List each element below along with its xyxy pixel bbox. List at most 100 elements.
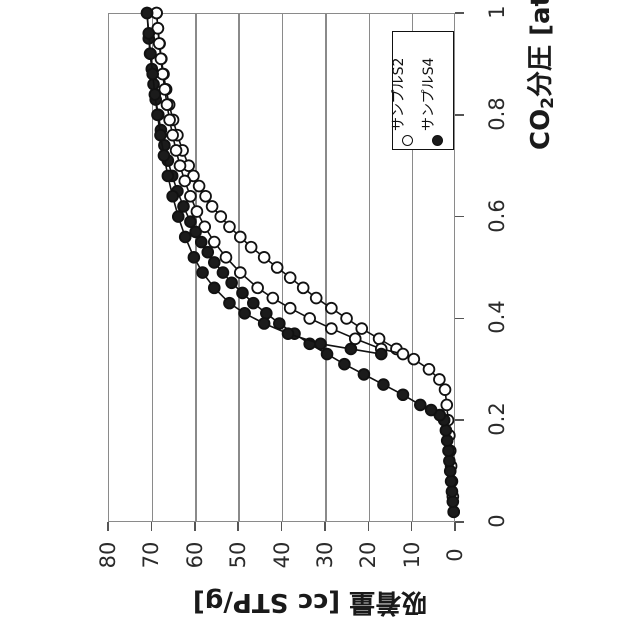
data-point <box>440 384 451 395</box>
data-point <box>162 170 173 181</box>
data-point <box>252 282 263 293</box>
data-point <box>311 293 322 304</box>
data-point <box>239 308 250 319</box>
data-point <box>196 237 207 248</box>
data-point <box>259 318 270 329</box>
data-point <box>298 282 309 293</box>
data-point <box>178 201 189 212</box>
data-point <box>162 99 173 110</box>
data-point <box>237 288 248 299</box>
data-point <box>285 272 296 283</box>
data-point <box>447 496 458 507</box>
data-point <box>149 89 160 100</box>
data-point <box>283 328 294 339</box>
data-point <box>215 211 226 222</box>
data-point <box>304 313 315 324</box>
data-point <box>167 130 178 141</box>
data-point <box>359 369 370 380</box>
data-point <box>350 333 361 344</box>
data-point <box>315 338 326 349</box>
data-point <box>218 267 229 278</box>
data-point <box>209 282 220 293</box>
data-point <box>326 303 337 314</box>
legend-marker-open-circle <box>402 135 413 146</box>
data-point <box>424 364 435 375</box>
data-point <box>248 298 259 309</box>
data-point <box>267 293 278 304</box>
data-point <box>326 323 337 334</box>
data-point <box>224 298 235 309</box>
data-point <box>378 379 389 390</box>
data-point <box>159 150 170 161</box>
data-point <box>444 456 455 467</box>
data-point <box>322 349 333 360</box>
data-point <box>272 262 283 273</box>
data-point <box>155 130 166 141</box>
data-point <box>164 114 175 125</box>
legend-label-s4: サンプルS4 <box>418 58 438 131</box>
data-point <box>398 389 409 400</box>
data-point <box>441 400 452 411</box>
y-axis-title: 吸着量 [cc STP/g] <box>125 586 495 623</box>
chart-canvas: 01020304050607080 00.20.40.60.81 CO2分圧 [… <box>0 0 640 640</box>
data-point <box>426 405 437 416</box>
data-point <box>190 226 201 237</box>
data-point <box>197 267 208 278</box>
data-point <box>175 160 186 171</box>
data-point <box>179 176 190 187</box>
data-point <box>235 267 246 278</box>
data-point <box>202 247 213 258</box>
data-point <box>207 201 218 212</box>
data-point <box>285 303 296 314</box>
data-point <box>209 257 220 268</box>
data-point <box>188 252 199 263</box>
data-point <box>443 445 454 456</box>
x-axis-title: CO2分圧 [atm] <box>520 0 557 150</box>
data-point <box>356 323 367 334</box>
data-point <box>274 318 285 329</box>
data-point <box>156 53 167 64</box>
data-point <box>185 216 196 227</box>
data-point <box>171 145 182 156</box>
data-point <box>185 191 196 202</box>
data-point <box>261 308 272 319</box>
data-point <box>374 333 385 344</box>
data-point <box>224 221 235 232</box>
data-point <box>446 476 457 487</box>
legend-marker-filled-circle <box>432 135 443 146</box>
data-point <box>376 349 387 360</box>
data-point <box>447 486 458 497</box>
data-point <box>341 313 352 324</box>
data-point <box>226 277 237 288</box>
data-point <box>259 252 270 263</box>
data-point <box>209 237 220 248</box>
data-point <box>408 354 419 365</box>
data-point <box>173 211 184 222</box>
data-point <box>143 28 154 39</box>
data-point <box>442 435 453 446</box>
data-point <box>152 109 163 120</box>
data-point <box>154 38 165 49</box>
data-point <box>142 8 153 19</box>
data-point <box>246 242 257 253</box>
data-point <box>159 84 170 95</box>
data-point <box>221 252 232 263</box>
data-point <box>434 374 445 385</box>
data-point <box>339 359 350 370</box>
data-point <box>159 140 170 151</box>
data-point <box>167 191 178 202</box>
data-point <box>440 425 451 436</box>
data-point <box>445 466 456 477</box>
data-point <box>346 344 357 355</box>
data-point <box>145 48 156 59</box>
data-point <box>194 181 205 192</box>
data-point <box>235 232 246 243</box>
data-point <box>147 69 158 80</box>
data-point <box>180 232 191 243</box>
data-point <box>398 349 409 360</box>
data-point <box>200 191 211 202</box>
data-point <box>448 506 459 517</box>
legend-item-s4: サンプルS4 <box>423 32 452 151</box>
legend-label-s2: サンプルS2 <box>388 58 408 131</box>
data-point <box>192 206 203 217</box>
